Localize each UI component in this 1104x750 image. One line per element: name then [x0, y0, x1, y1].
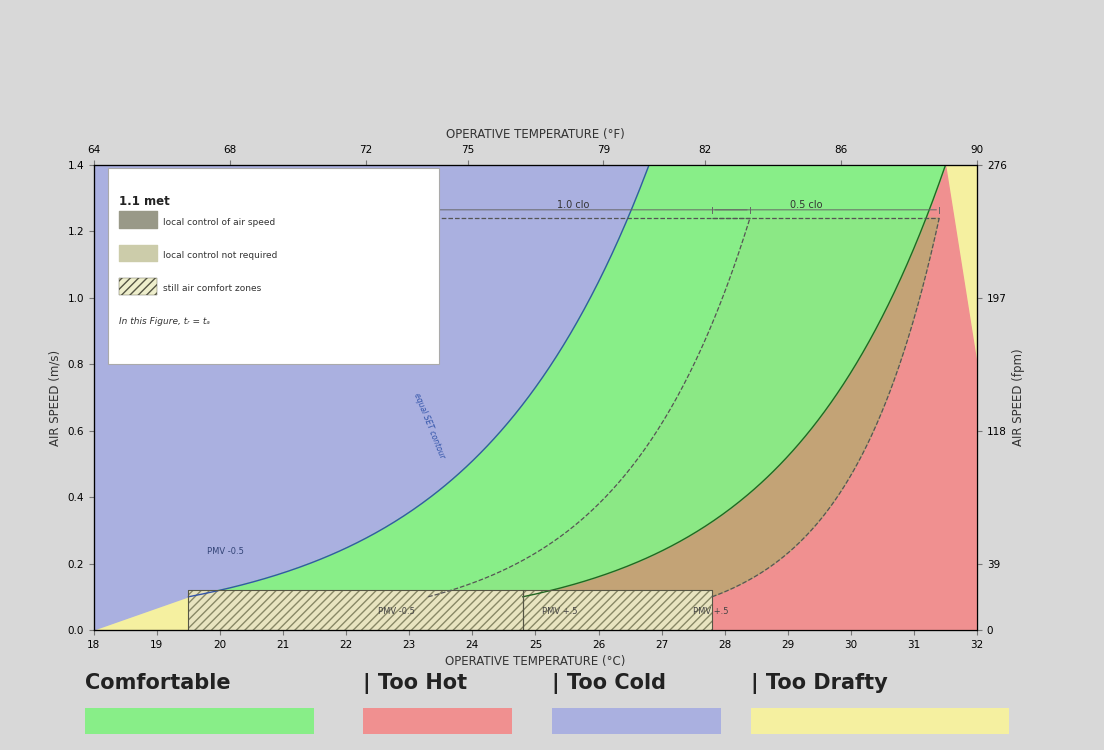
Text: local control not required: local control not required: [163, 251, 277, 260]
Text: PMV +.5: PMV +.5: [542, 607, 577, 616]
Y-axis label: AIR SPEED (fpm): AIR SPEED (fpm): [1012, 349, 1026, 446]
Polygon shape: [428, 218, 940, 597]
Text: local control of air speed: local control of air speed: [163, 217, 276, 226]
Bar: [85, 708, 314, 734]
Polygon shape: [189, 165, 945, 597]
X-axis label: OPERATIVE TEMPERATURE (°C): OPERATIVE TEMPERATURE (°C): [445, 656, 626, 668]
Text: | Too Hot: | Too Hot: [363, 673, 467, 694]
Bar: [363, 708, 512, 734]
Polygon shape: [189, 165, 945, 597]
Text: In this Figure, tᵣ = tₐ: In this Figure, tᵣ = tₐ: [119, 317, 210, 326]
Text: PMV -0.5: PMV -0.5: [208, 547, 244, 556]
Text: Comfortable: Comfortable: [85, 673, 231, 693]
Text: equal SET contour: equal SET contour: [413, 392, 447, 459]
Bar: [552, 708, 721, 734]
Polygon shape: [94, 165, 977, 630]
Bar: [751, 708, 1009, 734]
Text: | Too Cold: | Too Cold: [552, 673, 666, 694]
Polygon shape: [523, 165, 977, 630]
Y-axis label: AIR SPEED (m/s): AIR SPEED (m/s): [49, 350, 62, 445]
Text: PMV +.5: PMV +.5: [693, 607, 729, 616]
Text: | Too Drafty: | Too Drafty: [751, 673, 888, 694]
Text: 1.0 clo: 1.0 clo: [558, 200, 590, 210]
Text: 0.5 clo: 0.5 clo: [790, 200, 822, 210]
X-axis label: OPERATIVE TEMPERATURE (°F): OPERATIVE TEMPERATURE (°F): [446, 128, 625, 141]
Text: 1.1 met: 1.1 met: [119, 195, 170, 208]
Text: still air comfort zones: still air comfort zones: [163, 284, 262, 293]
FancyBboxPatch shape: [108, 168, 439, 364]
Text: PMV -0.5: PMV -0.5: [378, 607, 415, 616]
